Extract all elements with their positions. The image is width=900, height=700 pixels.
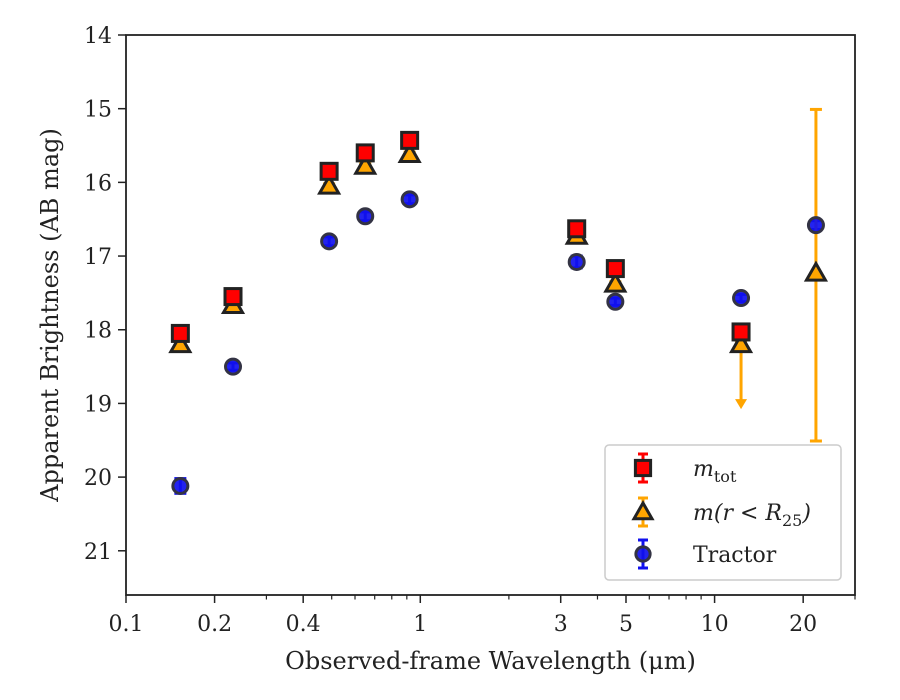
- errorbars-layer: [174, 107, 822, 495]
- mtot-point: [319, 161, 339, 181]
- tractor-point: [224, 357, 243, 376]
- mr25-point: [353, 153, 378, 175]
- y-tick-label: 19: [84, 392, 112, 417]
- x-tick-label: 0.1: [109, 612, 144, 637]
- markers-layer: [168, 130, 829, 495]
- plot-frame: [125, 34, 856, 596]
- legend-box: [604, 444, 842, 581]
- mr25-point: [168, 331, 193, 354]
- y-tick-label: 21: [84, 540, 112, 565]
- y-tick-label: 16: [84, 171, 112, 196]
- legend-entry-mr25: m(r < R25): [631, 496, 811, 530]
- y-tick-label: 14: [84, 24, 112, 49]
- x-tick-label: 3: [554, 612, 568, 637]
- legend-entry-tractor: Tractor: [634, 538, 777, 570]
- tractor-point: [567, 252, 586, 271]
- x-tick-label: 1: [413, 612, 427, 637]
- x-tick-label: 0.4: [286, 612, 321, 637]
- mr25-point: [317, 173, 342, 195]
- legend-marker: [634, 545, 652, 563]
- y-tick-label: 15: [84, 98, 112, 123]
- tractor-point: [356, 207, 375, 226]
- y-tick-label: 20: [84, 466, 112, 491]
- y-tick-label: 18: [84, 319, 112, 344]
- tractor-point: [171, 476, 190, 495]
- legend-entry-mtot: mtot: [633, 452, 737, 486]
- tractor-point: [400, 190, 419, 209]
- mtot-point: [170, 323, 190, 343]
- y-tick-label: 17: [84, 245, 112, 270]
- mtot-point: [355, 143, 375, 163]
- x-axis-title: Observed-frame Wavelength (μm): [285, 647, 696, 675]
- mr25-point: [803, 260, 829, 282]
- mr25-point: [603, 271, 628, 293]
- tractor-point: [732, 289, 751, 308]
- tractor-point: [320, 232, 339, 251]
- y-axis-title: Apparent Brightness (AB mag): [36, 128, 64, 503]
- legend: mtot m(r < R25) Tractor: [604, 444, 842, 581]
- mtot-point: [605, 259, 625, 279]
- plot-area: [168, 107, 829, 495]
- mtot-point: [567, 219, 587, 239]
- y-axis-ticks: 14 15 16 17 18 19 20 21: [84, 24, 126, 565]
- x-tick-label: 0.2: [197, 612, 232, 637]
- x-tick-label: 10: [701, 612, 729, 637]
- tractor-point: [806, 216, 825, 235]
- axes-layer: 0.1 0.2 0.4 1 3 5 10 20 14 15 16 17 18 19 20 21: [84, 24, 856, 637]
- mtot-point: [731, 322, 751, 342]
- x-tick-label: 20: [789, 612, 817, 637]
- x-tick-label: 5: [619, 612, 633, 637]
- legend-label: Tractor: [693, 543, 777, 568]
- legend-label: m(r < R25): [693, 501, 811, 530]
- x-axis-ticks: 0.1 0.2 0.4 1 3 5 10 20: [109, 595, 856, 637]
- mr25-point: [397, 141, 422, 163]
- mtot-point: [400, 130, 420, 150]
- legend-marker: [633, 458, 653, 478]
- upper-limit-arrowhead: [735, 399, 748, 410]
- tractor-point: [606, 292, 625, 311]
- legend-marker: [631, 499, 655, 521]
- mr25-point: [728, 331, 754, 354]
- mtot-point: [223, 287, 243, 307]
- legend-label: mtot: [693, 457, 737, 486]
